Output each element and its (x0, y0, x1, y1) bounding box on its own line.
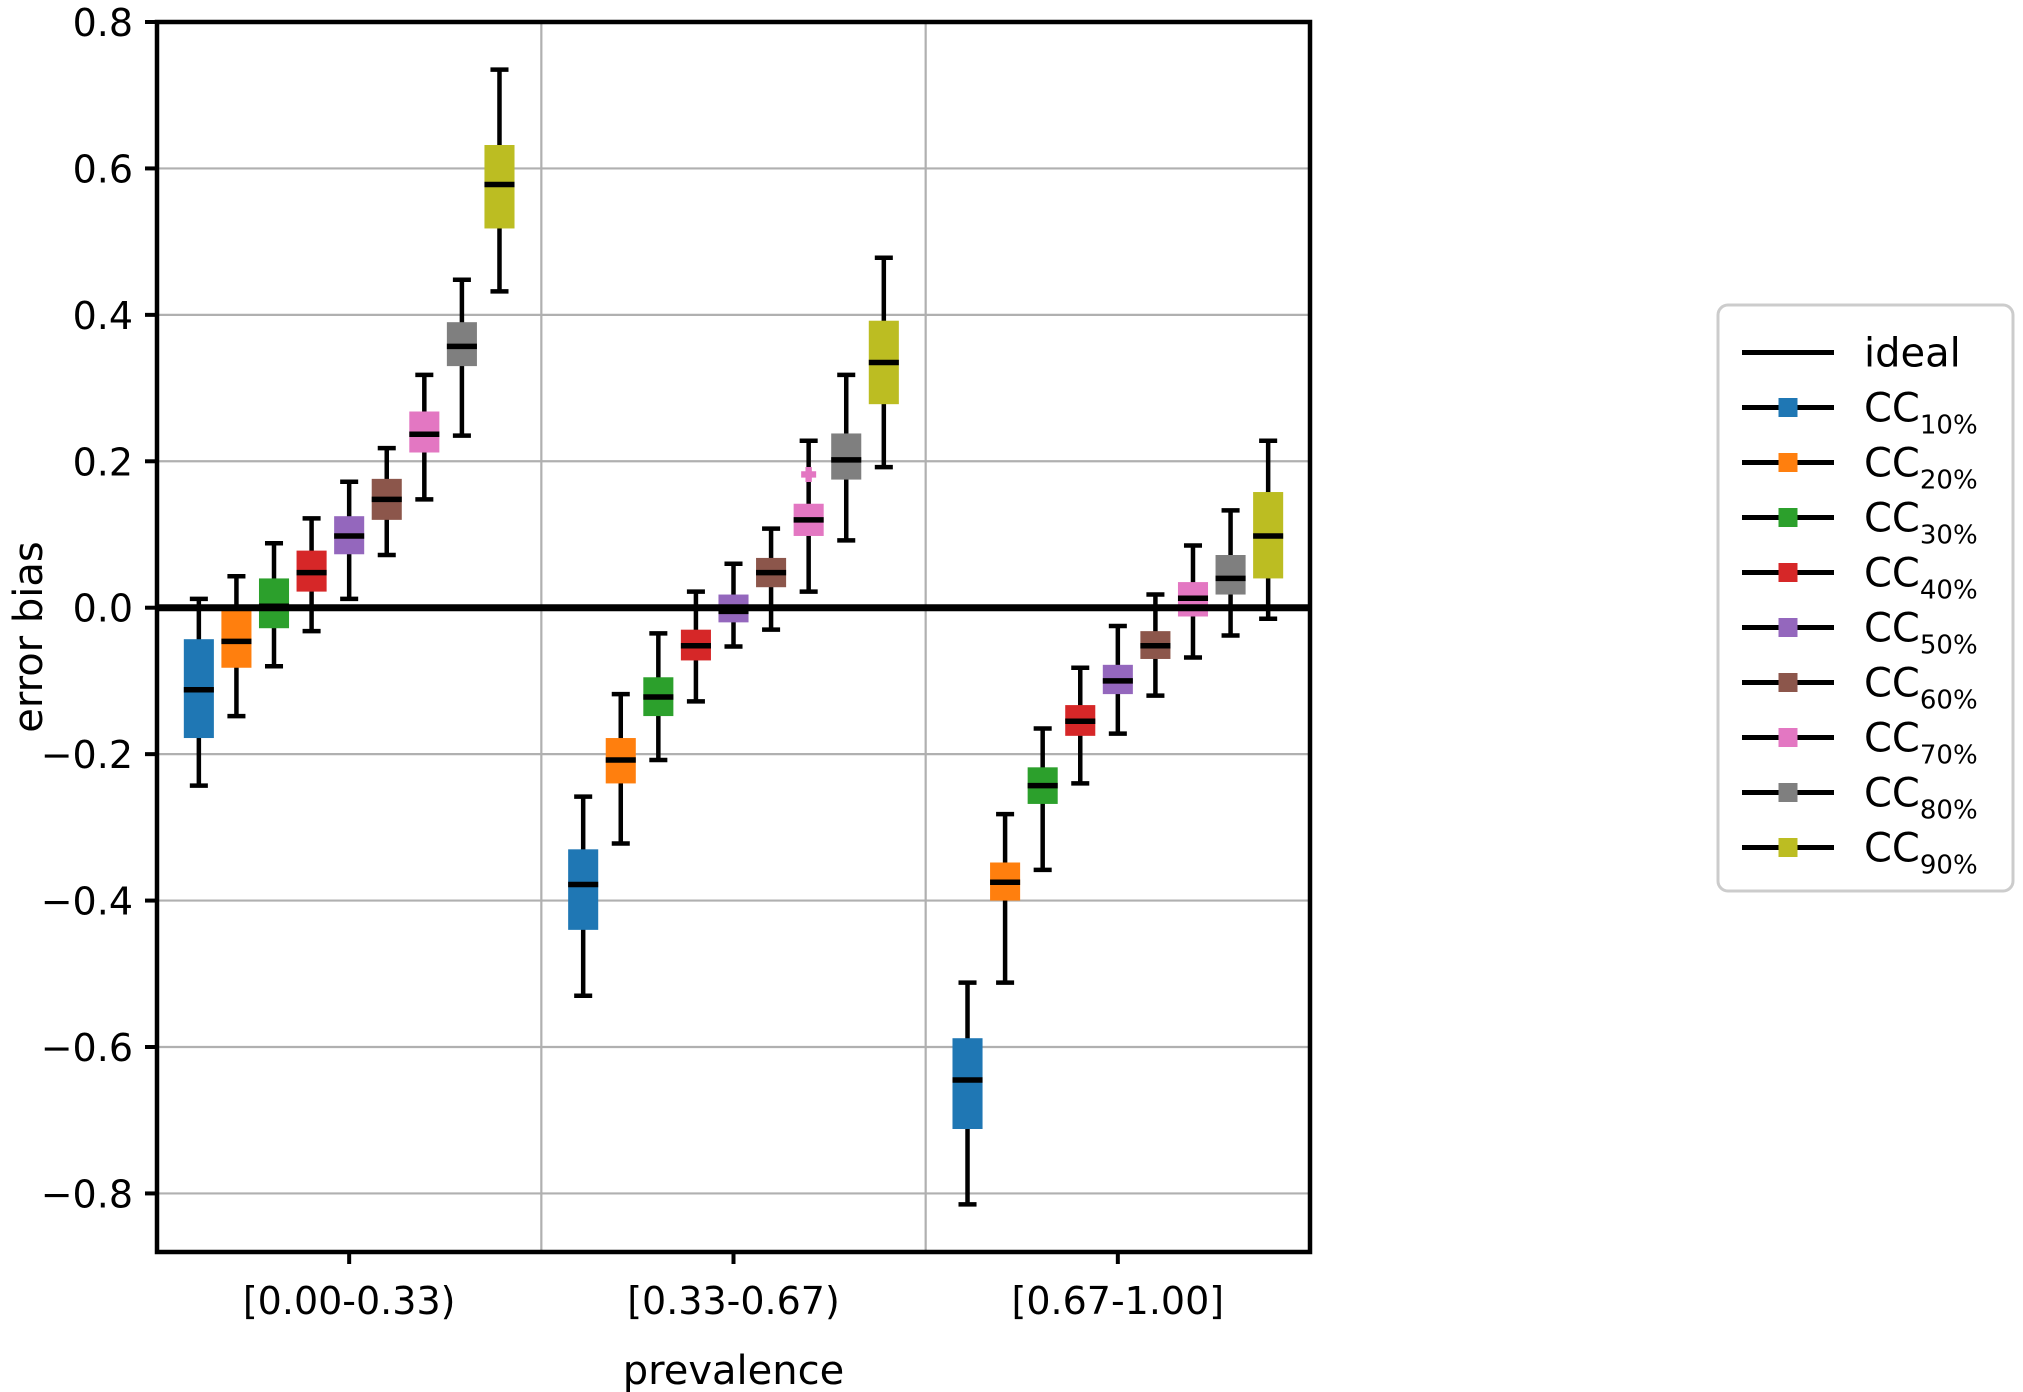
y-tick-label: 0.8 (73, 1, 133, 45)
legend-entry[interactable]: CC80% (1742, 771, 1978, 826)
box-plot-box (756, 526, 787, 632)
box-rect (1215, 555, 1246, 595)
box-plot-box (990, 811, 1021, 985)
box-plot-box (409, 372, 440, 502)
box-plot-box (1027, 726, 1058, 873)
box-plot-box (643, 631, 674, 763)
legend-marker-icon (1778, 398, 1798, 417)
x-axis-label: prevalence (623, 1348, 844, 1392)
legend-label-subscript: 40% (1920, 576, 1978, 606)
y-tick-label: 0.2 (73, 440, 133, 484)
outlier-marker (801, 466, 817, 482)
box-plot-box (296, 516, 327, 634)
box-rect (952, 1038, 983, 1129)
box-plot-box (952, 980, 983, 1207)
box-plot-box (484, 67, 515, 294)
legend-label-subscript: 10% (1920, 411, 1978, 441)
box-plot-box (568, 794, 599, 998)
legend-label-subscript: 70% (1920, 741, 1978, 771)
box-rect (568, 849, 599, 930)
legend[interactable]: idealCC10%CC20%CC30%CC40%CC50%CC60%CC70%… (1716, 303, 2015, 893)
legend-marker-icon (1778, 728, 1798, 747)
legend-marker-icon (1778, 783, 1798, 802)
y-tick-label: 0.0 (73, 587, 133, 631)
box-plot-box (1140, 592, 1171, 698)
box-rect (831, 433, 862, 480)
legend-marker-icon (1778, 673, 1798, 692)
box-plot-box (221, 573, 252, 719)
box-plot-box (183, 596, 214, 788)
box-plot-box (371, 445, 402, 558)
x-tick-label: [0.67-1.00] (1012, 1279, 1225, 1323)
legend-label-subscript: 60% (1920, 686, 1978, 716)
legend-entry[interactable]: ideal (1742, 331, 1961, 377)
y-axis-label: error bias (6, 541, 52, 732)
box-plot-box (831, 372, 862, 543)
legend-label-subscript: 90% (1920, 851, 1978, 881)
box-plot-box (1065, 665, 1096, 786)
legend-entry[interactable]: CC20% (1742, 441, 1978, 496)
legend-label-subscript: 50% (1920, 631, 1978, 661)
y-tick-label: −0.4 (41, 880, 133, 924)
box-plot-box (680, 589, 711, 704)
y-tick-label: −0.2 (41, 733, 133, 777)
box-plot-box (446, 277, 477, 438)
box-plot-box (793, 438, 824, 594)
box-plot-box (605, 691, 636, 846)
axis-labels: prevalence error bias (6, 541, 844, 1392)
grid-lines (157, 20, 1310, 1252)
box-plot-box (1102, 623, 1133, 736)
box-rect (258, 578, 290, 629)
x-tick-label: [0.33-0.67) (627, 1279, 840, 1323)
x-tick-labels: [0.00-0.33) [0.33-0.67) [0.67-1.00] (243, 1252, 1224, 1323)
legend-marker-icon (1778, 453, 1798, 472)
legend-marker-icon (1778, 563, 1798, 582)
legend-marker-icon (1778, 838, 1798, 857)
legend-label: ideal (1864, 331, 1961, 377)
y-tick-label: −0.8 (41, 1172, 133, 1216)
box-plot-box (1253, 438, 1284, 621)
box-plot-box (868, 255, 899, 470)
box-plot-box (1215, 508, 1246, 638)
y-tick-labels: 0.8 0.6 0.4 0.2 0.0 −0.2 −0.4 −0.6 −0.8 (41, 1, 157, 1216)
y-tick-label: 0.6 (73, 147, 133, 191)
y-tick-label: 0.4 (73, 294, 133, 338)
legend-marker-icon (1778, 508, 1798, 527)
y-tick-label: −0.6 (41, 1026, 133, 1070)
legend-label-subscript: 20% (1920, 466, 1978, 496)
legend-label-subscript: 30% (1920, 521, 1978, 551)
legend-label-subscript: 80% (1920, 796, 1978, 826)
box-plot-box (334, 479, 365, 602)
legend-marker-icon (1778, 618, 1798, 637)
x-tick-label: [0.00-0.33) (243, 1279, 456, 1323)
